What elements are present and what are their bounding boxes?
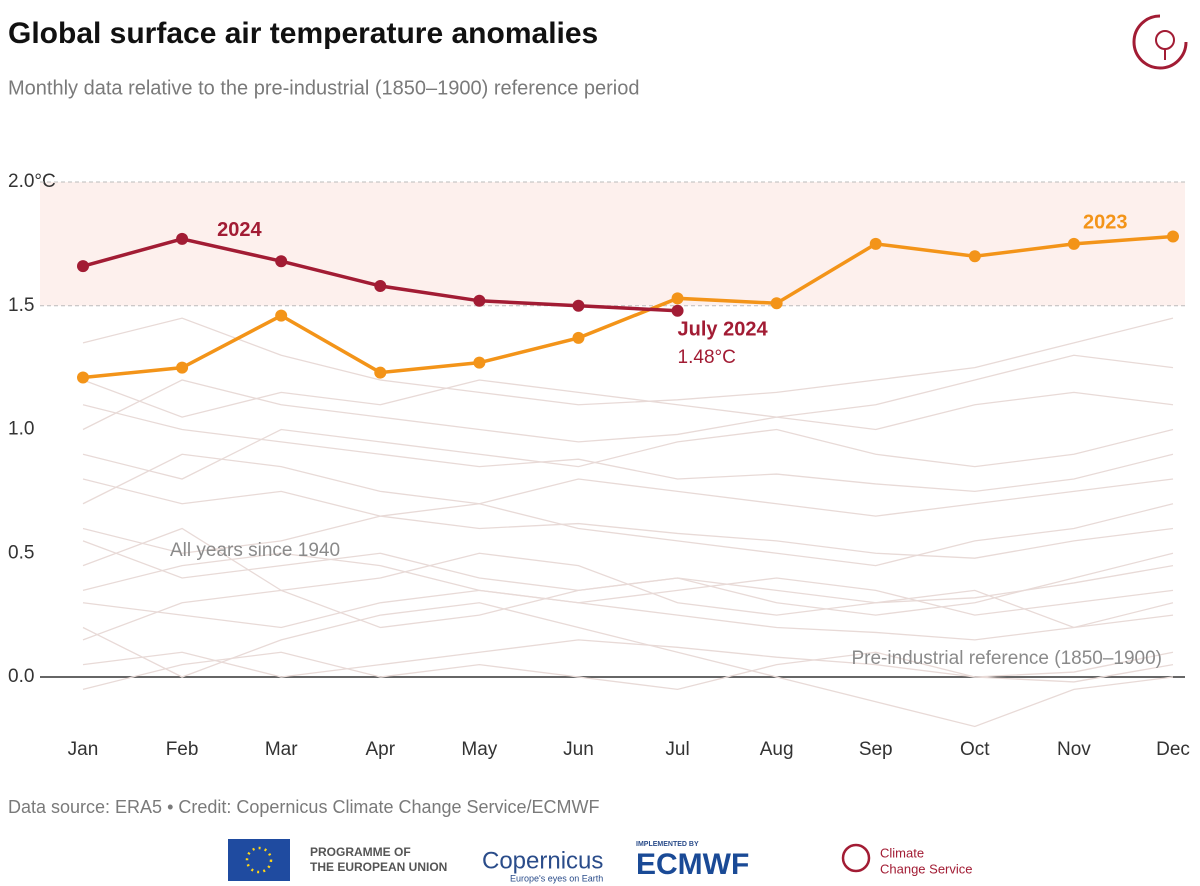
y-tick-label: 0.5 bbox=[8, 542, 34, 563]
y-tick-label: 1.5 bbox=[8, 295, 34, 316]
x-tick-label: Feb bbox=[166, 739, 199, 760]
source: Data source: ERA5 • Credit: Copernicus C… bbox=[8, 797, 600, 817]
x-tick-label: Dec bbox=[1156, 739, 1190, 760]
background-line bbox=[82, 639, 1174, 678]
background-line bbox=[82, 453, 1174, 517]
point bbox=[671, 292, 684, 305]
background-line bbox=[82, 478, 1174, 559]
point bbox=[572, 299, 585, 312]
annotation: Pre-industrial reference (1850–1900) bbox=[851, 648, 1162, 669]
point bbox=[968, 250, 981, 263]
point bbox=[77, 260, 89, 273]
highlight-band bbox=[40, 182, 1185, 306]
point bbox=[374, 366, 387, 379]
x-tick-label: May bbox=[461, 739, 497, 760]
footer-logos: PROGRAMME OF THE EUROPEAN UNION Copernic… bbox=[228, 839, 973, 883]
background-line bbox=[82, 428, 1174, 480]
series-line bbox=[82, 234, 1174, 380]
series-label: 2024 bbox=[217, 219, 262, 241]
point bbox=[572, 331, 585, 344]
c3s-icon bbox=[841, 843, 871, 873]
eu-flag bbox=[228, 839, 290, 881]
ecmwf: ECMWF bbox=[636, 848, 749, 881]
copernicus-tag: Europe's eyes on Earth bbox=[510, 873, 603, 883]
background-line bbox=[82, 552, 1174, 641]
x-tick-label: Jun bbox=[563, 739, 594, 760]
logo bbox=[1132, 14, 1188, 70]
background-line bbox=[82, 379, 1174, 431]
point bbox=[473, 356, 486, 369]
point bbox=[473, 294, 486, 307]
point bbox=[176, 232, 189, 245]
point bbox=[1067, 237, 1080, 250]
annotation: 1.48°C bbox=[678, 347, 736, 368]
background-line bbox=[82, 354, 1174, 443]
point bbox=[770, 297, 783, 310]
implemented: IMPLEMENTED BY bbox=[636, 841, 699, 848]
point bbox=[1167, 230, 1179, 243]
eu-stars bbox=[245, 846, 273, 874]
point bbox=[77, 371, 89, 384]
background-line bbox=[82, 651, 1174, 691]
x-tick-label: Sep bbox=[859, 739, 893, 760]
x-tick-label: Mar bbox=[265, 739, 298, 760]
point bbox=[176, 361, 189, 374]
x-tick-label: Jul bbox=[665, 739, 689, 760]
y-tick-label: 1.0 bbox=[8, 419, 34, 440]
series-label: 2023 bbox=[1083, 212, 1128, 234]
background-line bbox=[82, 602, 1174, 728]
background-line bbox=[82, 317, 1174, 406]
x-tick-label: Apr bbox=[365, 739, 395, 760]
point bbox=[275, 309, 288, 322]
c3s-text: Climate bbox=[880, 845, 924, 860]
y-tick-label: 2.0°C bbox=[8, 171, 56, 192]
chart-subtitle: Monthly data relative to the pre-industr… bbox=[8, 77, 639, 99]
background-line bbox=[82, 589, 1174, 641]
copernicus: Copernicus bbox=[482, 847, 603, 874]
eu-text: PROGRAMME OF bbox=[310, 845, 411, 859]
point bbox=[869, 237, 882, 250]
point bbox=[374, 279, 387, 292]
annotation: July 2024 bbox=[678, 318, 769, 340]
point bbox=[275, 255, 288, 268]
background-line bbox=[82, 503, 1174, 567]
c3s-text: Change Service bbox=[880, 861, 973, 876]
x-tick-label: Jan bbox=[68, 739, 99, 760]
x-tick-label: Nov bbox=[1057, 739, 1091, 760]
point bbox=[671, 304, 684, 317]
y-tick-label: 0.0 bbox=[8, 666, 34, 687]
x-tick-label: Oct bbox=[960, 739, 990, 760]
x-tick-label: Aug bbox=[760, 739, 794, 760]
chart-title: Global surface air temperature anomalies bbox=[8, 17, 598, 50]
annotation: All years since 1940 bbox=[170, 540, 340, 561]
background-line bbox=[82, 404, 1174, 493]
eu-text: THE EUROPEAN UNION bbox=[310, 860, 447, 874]
background-line bbox=[82, 552, 1174, 616]
